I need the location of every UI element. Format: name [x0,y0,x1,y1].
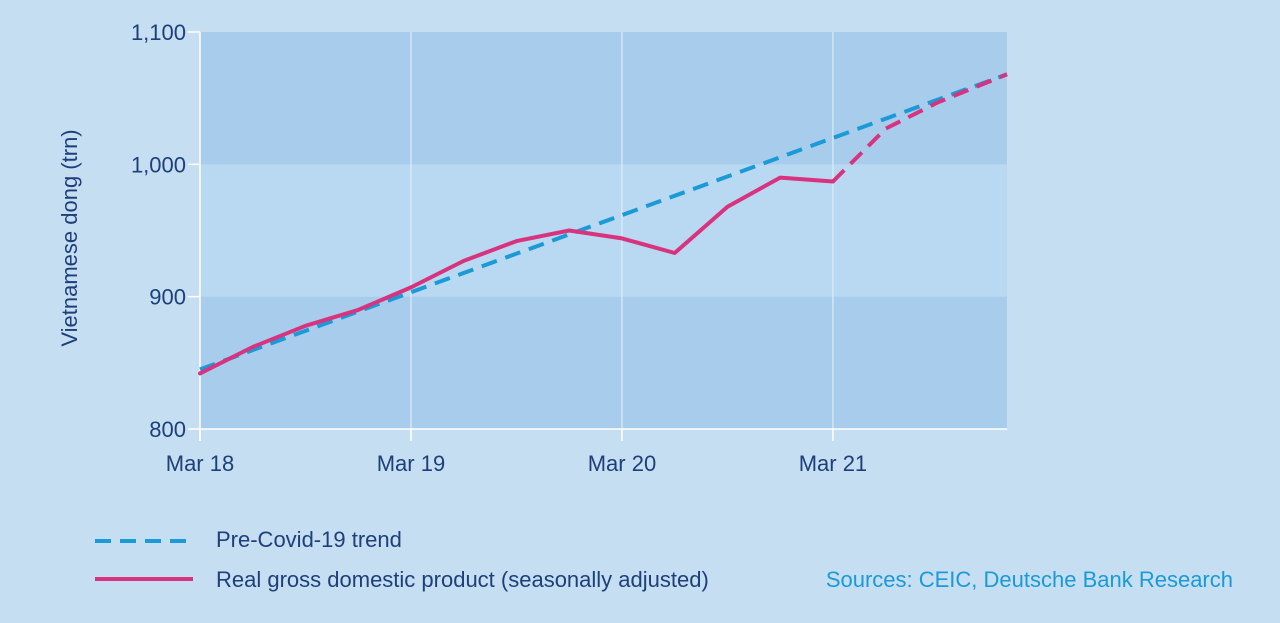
y-axis-title: Vietnamese dong (trn) [57,129,82,346]
x-tick-label: Mar 21 [799,451,867,476]
series-line-gdp [198,175,835,376]
background-band [200,164,1007,297]
series-line-gdp-projection [831,72,1008,183]
series-gdp [198,72,1008,376]
x-tick-label: Mar 18 [166,451,234,476]
background-bands [200,32,1007,429]
series-trend [199,72,1008,372]
legend-label-gdp: Real gross domestic product (seasonally … [216,567,709,592]
x-axis-ticks: Mar 18 Mar 19 Mar 20 Mar 21 [166,429,867,476]
y-tick-label: 900 [149,285,186,310]
y-tick-label: 800 [149,417,186,442]
vertical-gridlines [410,32,834,429]
legend: Pre-Covid-19 trend Real gross domestic p… [95,527,709,592]
series-line-trend [199,72,1008,372]
series-layer [198,72,1008,376]
y-tick-label: 1,100 [131,20,186,45]
legend-label-trend: Pre-Covid-19 trend [216,527,402,552]
y-axis-ticks: 800 900 1,000 1,100 [131,20,200,442]
source-note: Sources: CEIC, Deutsche Bank Research [826,567,1233,592]
x-tick-label: Mar 19 [377,451,445,476]
background-band [200,32,1007,165]
background-band [200,296,1007,429]
x-tick-label: Mar 20 [588,451,656,476]
y-tick-label: 1,000 [131,152,186,177]
